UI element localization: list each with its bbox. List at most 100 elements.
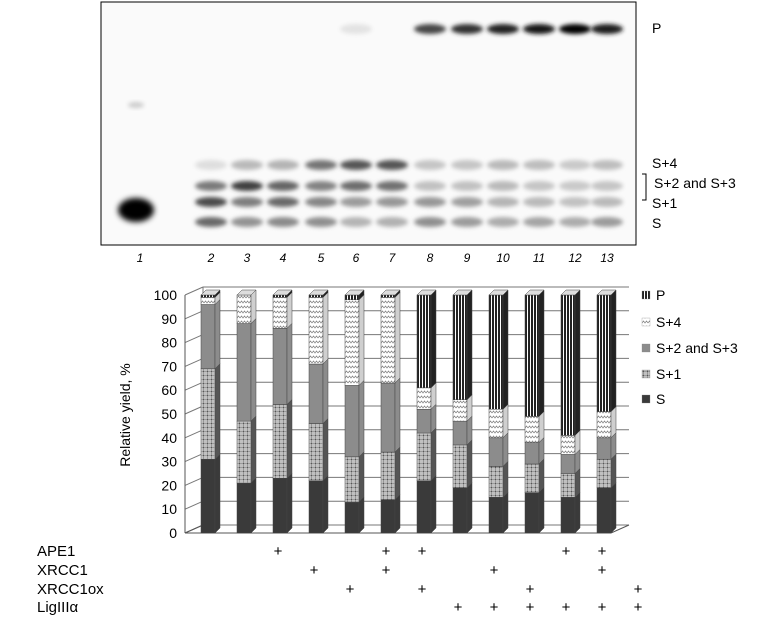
gel-band [231, 181, 263, 191]
bar-segment [380, 446, 401, 501]
condition-mark: + [526, 599, 535, 616]
gel-band [340, 217, 372, 227]
bar-segment [344, 496, 365, 534]
bar-segment [272, 472, 293, 534]
lane-number: 3 [244, 251, 251, 265]
bar-segment [560, 448, 581, 475]
condition-row: XRCC1ox + + + + [37, 581, 643, 598]
y-tick-label: 20 [161, 477, 177, 493]
gel-band [340, 24, 372, 34]
lane-number: 8 [427, 251, 434, 265]
bar-top [380, 289, 401, 296]
lane-numbers: 1 2 3 4 5 6 7 8 9 10 11 12 13 [137, 251, 614, 265]
condition-table: APE1 + + + + +XRCC1 + + + +XRCC1ox + + + +LigIIIα + + + +… [37, 543, 643, 616]
condition-label: LigIIIα [37, 599, 79, 616]
y-tick-label: 0 [169, 525, 177, 541]
y-tick-label: 70 [161, 358, 177, 374]
band-label-s1: S+1 [652, 195, 678, 211]
bar-segment [380, 494, 401, 534]
condition-mark: + [634, 581, 643, 598]
gel-band [559, 160, 591, 170]
bar-segment [560, 491, 581, 534]
legend-label: S+4 [656, 314, 682, 330]
lane-number: 4 [280, 251, 287, 265]
bar-top [200, 289, 221, 296]
gel-band [591, 160, 623, 170]
gel-band [523, 181, 555, 191]
lane-number: 10 [496, 251, 510, 265]
bar-segment [488, 460, 509, 498]
gridline-side [184, 310, 204, 320]
bar-segment [236, 317, 257, 422]
bar-segment [236, 289, 257, 325]
bar-segment [488, 432, 509, 467]
bar-segment [272, 322, 293, 406]
bar-segment [524, 436, 545, 465]
y-tick-label: 10 [161, 501, 177, 517]
gel-frame [100, 1, 637, 246]
condition-label: XRCC1 [37, 562, 88, 579]
bar-top [560, 289, 581, 296]
bar-top [308, 289, 329, 296]
gel-band [591, 24, 623, 34]
gel-band [487, 24, 519, 34]
legend-label: S+1 [656, 366, 682, 382]
bar-segment [236, 477, 257, 534]
gridline-side [184, 405, 204, 415]
gel-band [376, 217, 408, 227]
floor-edge [610, 524, 630, 534]
gel-band [559, 24, 591, 34]
gel-band [591, 197, 623, 207]
y-tick-label: 80 [161, 335, 177, 351]
gel-band [451, 217, 483, 227]
lane-number: 5 [318, 251, 325, 265]
bar-segment [452, 439, 473, 489]
y-tick-label: 40 [161, 430, 177, 446]
gel-band [340, 160, 372, 170]
legend-label: S+2 and S+3 [656, 340, 738, 356]
legend-swatch [641, 394, 651, 404]
chart-bars [200, 289, 617, 534]
gel-band [487, 160, 519, 170]
gel-band [451, 24, 483, 34]
gel-band [231, 217, 263, 227]
y-tick-label: 90 [161, 311, 177, 327]
condition-mark: + [562, 543, 571, 560]
gel-band [128, 102, 144, 108]
condition-mark: + [382, 562, 391, 579]
bar-segment [308, 417, 329, 482]
gel-band [305, 217, 337, 227]
bar-segment [416, 289, 437, 389]
y-tick-label: 100 [154, 287, 178, 303]
lane-number: 9 [464, 251, 471, 265]
band-label-s4: S+4 [652, 155, 678, 171]
condition-row: XRCC1 + + + + [37, 562, 607, 579]
gel-band [267, 197, 299, 207]
gel-band [376, 197, 408, 207]
bar-segment [344, 451, 365, 503]
gel-band [267, 160, 299, 170]
gel-band [305, 160, 337, 170]
bar-segment [344, 294, 365, 387]
y-tick-label: 50 [161, 406, 177, 422]
stacked-bar-chart: 0 10 20 30 40 50 60 70 80 90 100 Relative yield, %… [117, 286, 738, 541]
gel-band [267, 217, 299, 227]
gel-band [376, 160, 408, 170]
bar-segment [596, 453, 617, 489]
bar-segment [524, 410, 545, 444]
gel-band [591, 181, 623, 191]
condition-mark: + [490, 562, 499, 579]
lane-number: 6 [353, 251, 360, 265]
gel-band [340, 197, 372, 207]
bar-segment [416, 382, 437, 410]
gel-band [305, 197, 337, 207]
gel-band [231, 160, 263, 170]
gridline-side [184, 381, 204, 391]
condition-mark: + [598, 599, 607, 616]
bar-segment [416, 475, 437, 534]
gridline-side [184, 453, 204, 463]
gel-band [523, 24, 555, 34]
gel-band [305, 181, 337, 191]
lane-number: 1 [137, 251, 144, 265]
legend-item: P [641, 287, 665, 303]
